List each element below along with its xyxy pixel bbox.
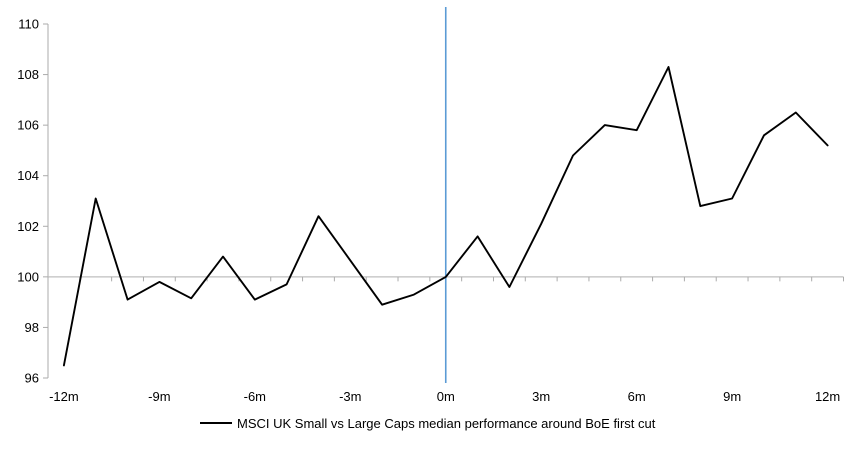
y-tick-label: 110	[18, 17, 39, 32]
x-tick-label: -9m	[148, 389, 170, 404]
legend-label: MSCI UK Small vs Large Caps median perfo…	[237, 415, 656, 431]
legend-line-swatch	[200, 422, 232, 424]
x-tick-label: -3m	[339, 389, 361, 404]
y-tick-label: 104	[17, 168, 39, 183]
y-tick-label: 98	[25, 320, 39, 335]
x-tick-label: 3m	[532, 389, 550, 404]
x-tick-label: 9m	[723, 389, 741, 404]
series-line	[62, 66, 829, 367]
x-tick-label: 6m	[628, 389, 646, 404]
chart-legend: MSCI UK Small vs Large Caps median perfo…	[200, 414, 655, 432]
y-tick-label: 106	[17, 118, 39, 133]
x-tick-label: -6m	[244, 389, 266, 404]
y-tick-label: 96	[25, 371, 39, 386]
x-tick-label: 0m	[437, 389, 455, 404]
y-tick-label: 100	[17, 269, 39, 284]
y-tick-label: 102	[17, 219, 39, 234]
y-tick-label: 108	[17, 67, 39, 82]
line-chart-plot: 96 98 100 102 104 106 108 110 -12m -9m -6m -3m 0m 3m 6…	[17, 7, 844, 404]
x-tick-label: -12m	[49, 389, 79, 404]
x-tick-label: 12m	[815, 389, 840, 404]
